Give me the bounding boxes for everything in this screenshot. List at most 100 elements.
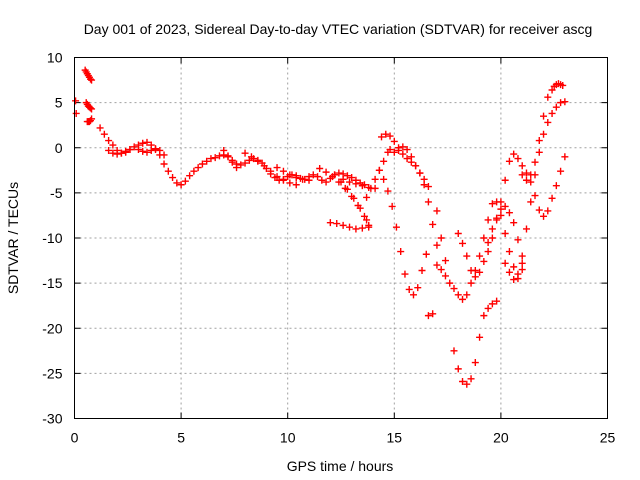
data-point xyxy=(497,205,505,213)
series-arc-q xyxy=(424,200,496,320)
series-arc-a xyxy=(81,66,96,84)
data-point xyxy=(422,250,430,258)
data-point xyxy=(505,268,513,276)
series-arc-g xyxy=(241,149,300,189)
series-arc-n xyxy=(375,166,430,299)
x-tick-label: 15 xyxy=(387,430,403,446)
data-point xyxy=(130,143,138,151)
data-point xyxy=(228,158,236,166)
data-point xyxy=(501,176,509,184)
data-point xyxy=(215,152,223,160)
data-point xyxy=(454,229,462,237)
data-point xyxy=(505,157,513,165)
data-point xyxy=(371,175,379,183)
series-arc-d xyxy=(105,146,134,158)
data-point xyxy=(152,145,160,153)
chart-title: Day 001 of 2023, Sidereal Day-to-day VTE… xyxy=(84,21,593,37)
data-point xyxy=(399,150,407,158)
series-arc-k xyxy=(326,219,373,233)
data-point xyxy=(412,162,420,170)
data-point xyxy=(279,167,287,175)
data-point xyxy=(437,266,445,274)
data-point xyxy=(416,169,424,177)
data-point xyxy=(480,234,488,242)
data-point xyxy=(72,97,80,105)
data-point xyxy=(273,173,281,181)
data-point xyxy=(390,137,398,145)
data-point xyxy=(380,157,388,165)
data-point xyxy=(424,198,432,206)
data-point xyxy=(497,211,505,219)
data-point xyxy=(105,137,113,145)
data-point xyxy=(181,177,189,185)
data-point xyxy=(514,236,522,244)
data-point xyxy=(514,270,522,278)
data-point xyxy=(72,109,80,117)
data-point xyxy=(380,175,388,183)
data-point xyxy=(531,192,539,200)
y-tick-label: -5 xyxy=(50,185,63,201)
data-point xyxy=(424,312,432,320)
data-point xyxy=(241,159,249,167)
data-point xyxy=(484,216,492,224)
data-point xyxy=(561,153,569,161)
data-point xyxy=(535,137,543,145)
data-point xyxy=(544,207,552,215)
data-point xyxy=(510,276,518,284)
data-point xyxy=(535,206,543,214)
data-point xyxy=(493,198,501,206)
data-point xyxy=(286,179,294,187)
data-point xyxy=(450,347,458,355)
data-point xyxy=(459,295,467,303)
data-point xyxy=(83,118,91,126)
data-point xyxy=(305,176,313,184)
data-point xyxy=(267,167,275,175)
data-point xyxy=(433,207,441,215)
y-tick-label: 10 xyxy=(47,50,63,66)
y-tick-label: 5 xyxy=(55,95,63,111)
data-point xyxy=(143,138,151,146)
data-point xyxy=(476,268,484,276)
series-arc-j xyxy=(331,171,373,231)
data-point xyxy=(476,333,484,341)
data-point xyxy=(331,171,339,179)
data-point xyxy=(401,270,409,278)
data-point xyxy=(260,162,268,170)
data-point xyxy=(488,200,496,208)
data-point xyxy=(429,220,437,228)
data-point xyxy=(450,285,458,293)
plot-frame xyxy=(74,57,608,419)
data-point xyxy=(279,176,287,184)
series-arc-m xyxy=(363,148,392,201)
data-point xyxy=(139,147,147,155)
data-point xyxy=(510,150,518,158)
data-point xyxy=(463,380,471,388)
data-point xyxy=(405,285,413,293)
data-point xyxy=(316,165,324,173)
data-point xyxy=(386,146,394,154)
data-point xyxy=(484,239,492,247)
data-point xyxy=(409,291,417,299)
data-point xyxy=(399,143,407,151)
data-point xyxy=(403,155,411,163)
series-arc-y xyxy=(550,80,567,90)
data-point xyxy=(467,266,475,274)
data-point xyxy=(88,105,96,113)
data-point xyxy=(339,175,347,183)
data-point xyxy=(286,171,294,179)
data-point xyxy=(224,152,232,160)
data-point xyxy=(109,149,117,157)
data-point xyxy=(346,178,354,186)
x-tick-label: 5 xyxy=(177,430,185,446)
data-point xyxy=(343,185,351,193)
data-point xyxy=(390,148,398,156)
series-arc-s xyxy=(450,297,501,388)
data-point xyxy=(292,174,300,182)
data-point xyxy=(471,273,479,281)
data-point xyxy=(501,202,509,210)
series-arc-p xyxy=(386,143,432,191)
data-point xyxy=(198,160,206,168)
data-point xyxy=(414,284,422,292)
data-point xyxy=(169,174,177,182)
